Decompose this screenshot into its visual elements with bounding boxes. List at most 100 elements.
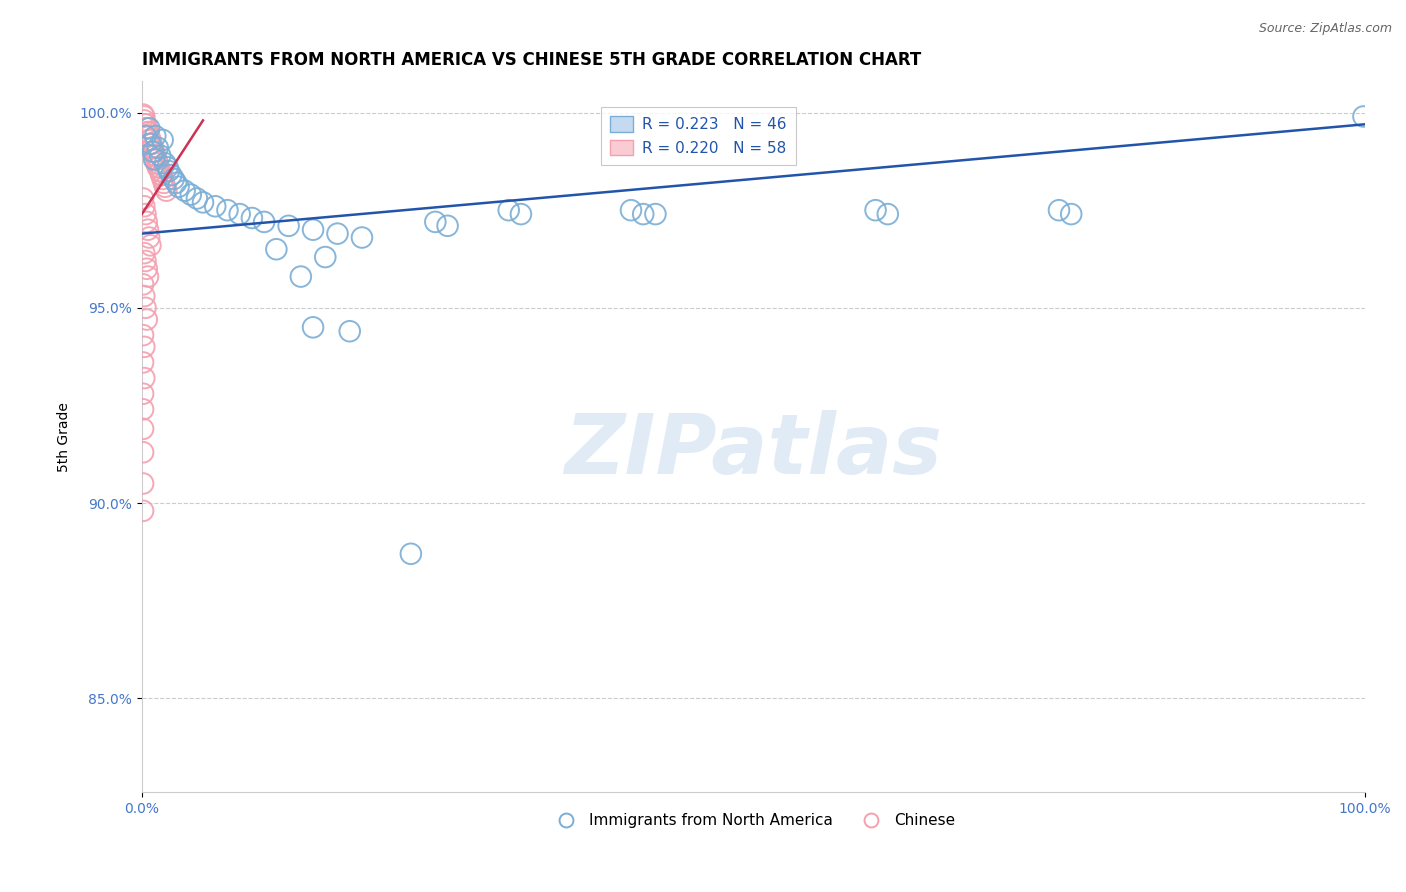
Point — [132, 504, 155, 518]
Point — [132, 386, 155, 401]
Point — [142, 145, 165, 159]
Point — [152, 172, 174, 186]
Text: ZIPatlas: ZIPatlas — [564, 410, 942, 491]
Point — [136, 125, 159, 139]
Point — [135, 117, 157, 131]
Point — [152, 133, 174, 147]
Point — [339, 324, 361, 338]
Point — [142, 145, 165, 159]
Point — [132, 192, 155, 206]
Point — [302, 320, 325, 334]
Point — [156, 160, 179, 174]
Point — [157, 164, 180, 178]
Point — [134, 289, 156, 303]
Point — [143, 128, 166, 143]
Point — [145, 156, 167, 170]
Point — [399, 547, 422, 561]
Point — [153, 179, 176, 194]
Point — [138, 121, 160, 136]
Point — [314, 250, 336, 264]
Point — [136, 269, 159, 284]
Point — [149, 164, 172, 178]
Point — [132, 402, 155, 417]
Point — [631, 207, 654, 221]
Point — [134, 340, 156, 354]
Point — [350, 230, 373, 244]
Point — [498, 203, 520, 218]
Point — [150, 168, 173, 182]
Point — [136, 223, 159, 237]
Point — [217, 203, 239, 218]
Point — [135, 207, 157, 221]
Point — [240, 211, 263, 225]
Point — [134, 199, 156, 213]
Point — [142, 141, 165, 155]
Point — [132, 445, 155, 459]
Point — [143, 153, 166, 167]
Point — [132, 355, 155, 369]
Point — [143, 148, 166, 162]
Point — [139, 136, 162, 151]
Point — [204, 199, 226, 213]
Point — [135, 301, 157, 315]
Point — [138, 230, 160, 244]
Point — [326, 227, 349, 241]
Point — [149, 148, 172, 162]
Point — [165, 176, 187, 190]
Point — [1353, 110, 1375, 124]
Point — [135, 128, 157, 143]
Point — [191, 195, 214, 210]
Point — [146, 141, 169, 155]
Point — [155, 184, 177, 198]
Point — [150, 168, 173, 182]
Point — [132, 422, 155, 436]
Text: Source: ZipAtlas.com: Source: ZipAtlas.com — [1258, 22, 1392, 36]
Point — [143, 148, 166, 162]
Point — [132, 476, 155, 491]
Point — [876, 207, 898, 221]
Point — [160, 168, 183, 182]
Point — [266, 242, 288, 256]
Y-axis label: 5th Grade: 5th Grade — [58, 401, 72, 472]
Point — [135, 215, 157, 229]
Point — [163, 172, 186, 186]
Point — [149, 164, 172, 178]
Point — [134, 113, 156, 128]
Legend: Immigrants from North America, Chinese: Immigrants from North America, Chinese — [546, 807, 962, 834]
Point — [865, 203, 887, 218]
Point — [134, 246, 156, 260]
Point — [277, 219, 299, 233]
Point — [139, 136, 162, 151]
Point — [135, 121, 157, 136]
Point — [135, 117, 157, 131]
Point — [138, 133, 160, 147]
Text: IMMIGRANTS FROM NORTH AMERICA VS CHINESE 5TH GRADE CORRELATION CHART: IMMIGRANTS FROM NORTH AMERICA VS CHINESE… — [142, 51, 921, 69]
Point — [1047, 203, 1070, 218]
Point — [302, 223, 325, 237]
Point — [139, 133, 162, 147]
Point — [143, 145, 166, 159]
Point — [139, 238, 162, 252]
Point — [644, 207, 666, 221]
Point — [148, 160, 170, 174]
Point — [146, 160, 169, 174]
Point — [186, 192, 208, 206]
Point — [425, 215, 447, 229]
Point — [135, 121, 157, 136]
Point — [167, 179, 190, 194]
Point — [180, 187, 202, 202]
Point — [135, 261, 157, 276]
Point — [510, 207, 533, 221]
Point — [173, 184, 195, 198]
Point — [436, 219, 458, 233]
Point — [228, 207, 250, 221]
Point — [134, 110, 156, 124]
Point — [132, 277, 155, 292]
Point — [132, 107, 155, 121]
Point — [146, 156, 169, 170]
Point — [136, 125, 159, 139]
Point — [141, 136, 163, 151]
Point — [132, 328, 155, 343]
Point — [153, 156, 176, 170]
Point — [135, 312, 157, 326]
